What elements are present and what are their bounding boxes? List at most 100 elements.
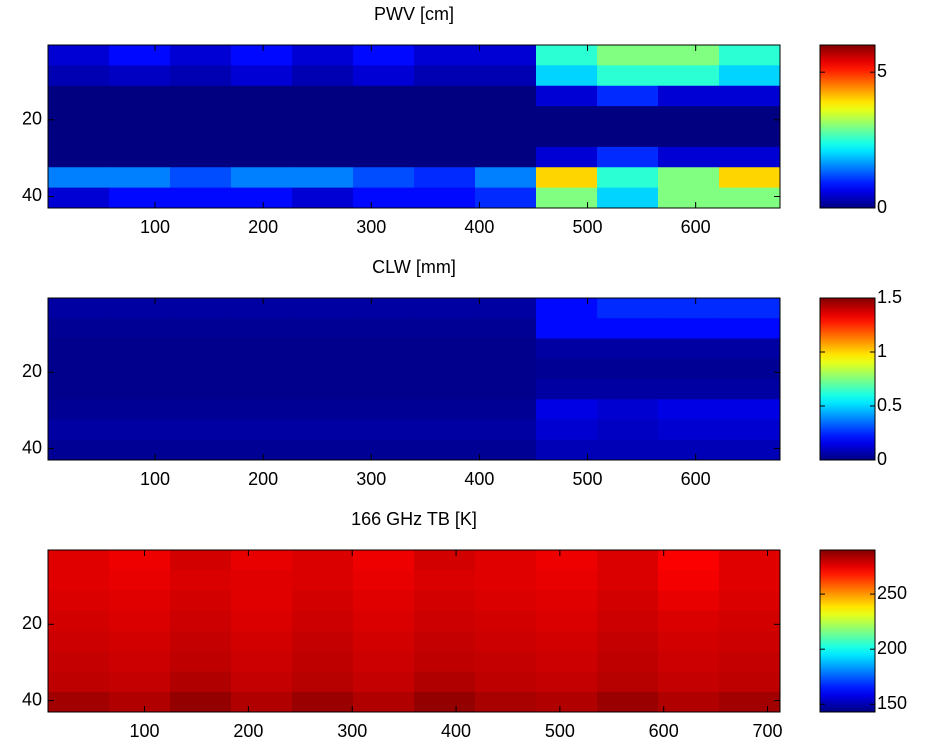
heatmap-cell — [109, 146, 171, 168]
heatmap-cell — [475, 187, 537, 209]
heatmap-cell — [353, 167, 415, 189]
colorbar-tick-label: 0 — [877, 449, 887, 469]
heatmap-cell — [292, 631, 354, 652]
heatmap-cell — [109, 590, 171, 612]
heatmap-cell — [536, 631, 598, 652]
panel-title: 166 GHz TB [K] — [351, 509, 477, 529]
heatmap-cell — [597, 318, 659, 339]
heatmap-cell — [658, 45, 720, 66]
heatmap-cell — [414, 45, 476, 66]
heatmap-cell — [475, 167, 537, 189]
heatmap-cell — [658, 318, 720, 339]
heatmap-cell — [109, 399, 171, 420]
heatmap-cell — [414, 379, 476, 400]
heatmap-cell — [48, 65, 110, 87]
heatmap-cell — [48, 671, 110, 693]
heatmap-cell — [414, 610, 476, 632]
heatmap-cell — [170, 338, 232, 360]
heatmap-cell — [719, 691, 781, 713]
heatmap-cell — [536, 358, 598, 380]
heatmap-cell — [597, 65, 659, 87]
x-tick-label: 100 — [130, 721, 160, 741]
heatmap-cell — [536, 379, 598, 400]
x-tick-label: 400 — [464, 217, 494, 237]
heatmap-cell — [353, 691, 415, 713]
heatmap-cell — [48, 167, 110, 189]
heatmap-cell — [109, 550, 171, 571]
heatmap-cell — [475, 338, 537, 360]
heatmap-cell — [536, 691, 598, 713]
heatmap-cell — [536, 671, 598, 693]
x-tick-label: 500 — [573, 469, 603, 489]
colorbar-tick-label: 0 — [877, 197, 887, 217]
heatmap-cell — [292, 651, 354, 672]
heatmap-cell — [597, 45, 659, 66]
heatmap-cell — [353, 85, 415, 107]
heatmap-cell — [170, 358, 232, 380]
heatmap-cell — [109, 318, 171, 339]
heatmap-cell — [353, 631, 415, 652]
heatmap-cell — [597, 187, 659, 209]
y-tick-label: 20 — [22, 109, 42, 129]
heatmap-cell — [719, 85, 781, 107]
x-tick-label: 300 — [356, 217, 386, 237]
heatmap-cell — [414, 106, 476, 127]
heatmap-cell — [109, 610, 171, 632]
heatmap-cell — [292, 338, 354, 360]
y-tick-label: 40 — [22, 689, 42, 709]
heatmap-cell — [48, 590, 110, 612]
heatmap-cell — [48, 631, 110, 652]
heatmap-cell — [719, 399, 781, 420]
heatmap-cell — [353, 358, 415, 380]
heatmap-cell — [231, 399, 293, 420]
heatmap-cell — [536, 45, 598, 66]
x-tick-label: 600 — [649, 721, 679, 741]
heatmap-cell — [353, 298, 415, 319]
y-tick-label: 20 — [22, 361, 42, 381]
heatmap-cell — [231, 651, 293, 672]
heatmap-cell — [475, 126, 537, 148]
heatmap-cell — [658, 358, 720, 380]
heatmap-cell — [475, 318, 537, 339]
heatmap-cell — [536, 146, 598, 168]
heatmap-cell — [414, 358, 476, 380]
heatmap-cell — [414, 631, 476, 652]
colorbar-tick-label: 150 — [877, 693, 907, 713]
heatmap-cell — [658, 187, 720, 209]
heatmap-cell — [719, 65, 781, 87]
heatmap-cell — [597, 570, 659, 591]
heatmap-cell — [719, 379, 781, 400]
heatmap-cell — [536, 85, 598, 107]
heatmap-cell — [170, 419, 232, 441]
heatmap-cell — [597, 610, 659, 632]
heatmap-cell — [414, 691, 476, 713]
y-tick-label: 20 — [22, 613, 42, 633]
heatmap-cell — [231, 298, 293, 319]
heatmap-cell — [353, 651, 415, 672]
heatmap-cell — [536, 187, 598, 209]
y-tick-label: 40 — [22, 437, 42, 457]
colorbar-tick-label: 0.5 — [877, 395, 902, 415]
heatmap-cell — [536, 167, 598, 189]
heatmap-cell — [719, 106, 781, 127]
heatmap-cell — [353, 187, 415, 209]
heatmap-cell — [658, 631, 720, 652]
heatmap-cell — [536, 570, 598, 591]
heatmap-cell — [658, 126, 720, 148]
heatmap-cell — [414, 187, 476, 209]
heatmap-cell — [658, 671, 720, 693]
heatmap-cell — [536, 298, 598, 319]
heatmap-cell — [48, 126, 110, 148]
heatmap-cell — [170, 671, 232, 693]
heatmap-cell — [658, 691, 720, 713]
colorbar-tick-label: 1.5 — [877, 287, 902, 307]
heatmap-cell — [109, 419, 171, 441]
heatmap-cell — [414, 85, 476, 107]
heatmap-cell — [109, 85, 171, 107]
x-tick-label: 600 — [681, 217, 711, 237]
heatmap-cell — [170, 399, 232, 420]
heatmap-cell — [719, 298, 781, 319]
heatmap-cell — [231, 106, 293, 127]
heatmap-cell — [658, 651, 720, 672]
heatmap-cell — [719, 439, 781, 461]
